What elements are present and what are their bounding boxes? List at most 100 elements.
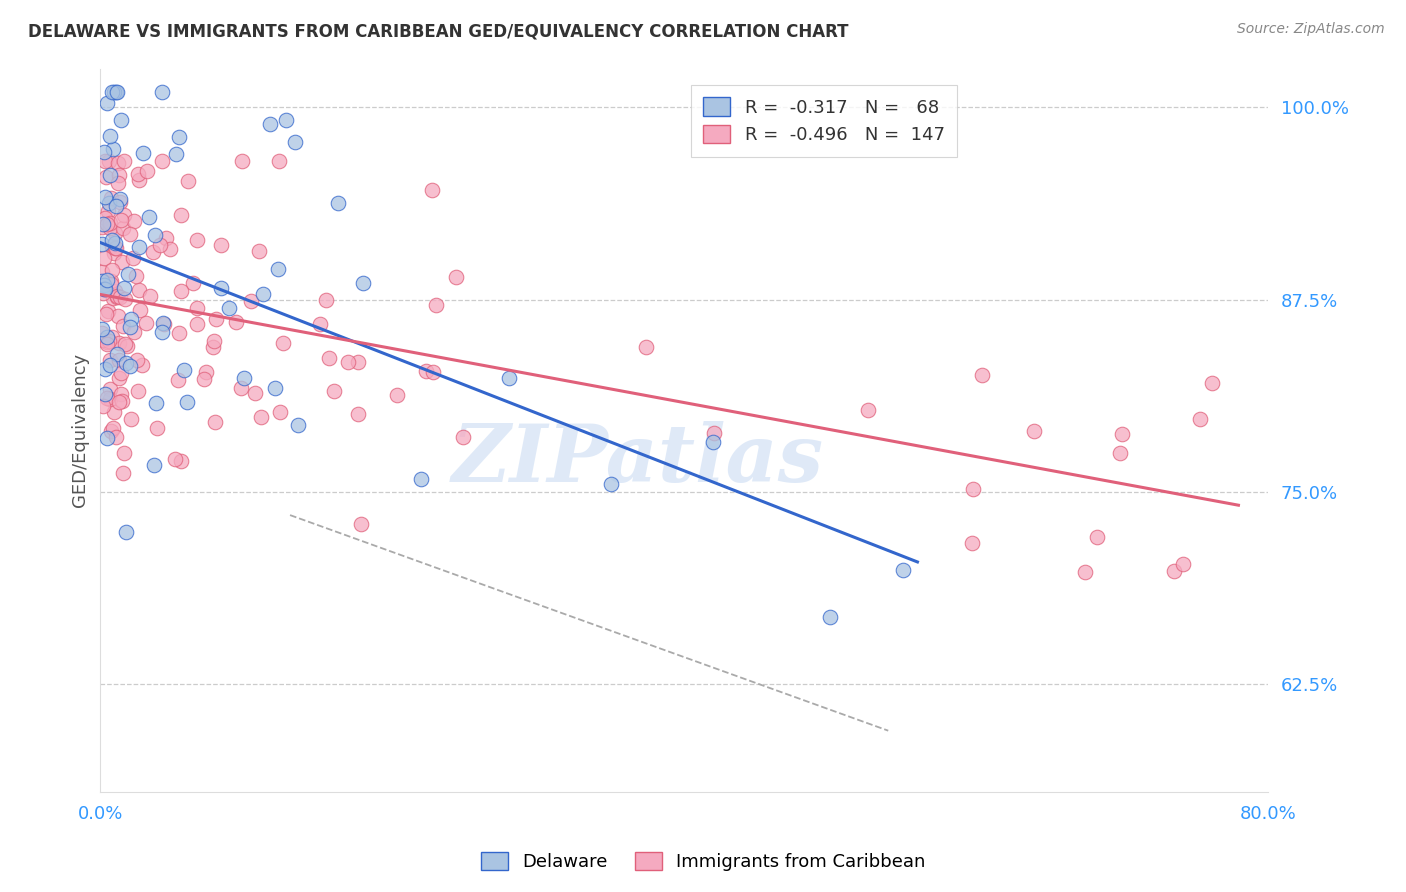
Point — [315, 293, 337, 308]
Point — [326, 195, 349, 210]
Point — [105, 290, 128, 304]
Point — [93, 277, 115, 292]
Point — [90, 274, 112, 288]
Point — [193, 371, 215, 385]
Point — [250, 409, 273, 424]
Point — [94, 211, 117, 225]
Point — [107, 309, 129, 323]
Point — [98, 216, 121, 230]
Point — [114, 337, 136, 351]
Point — [100, 191, 122, 205]
Point — [108, 395, 131, 409]
Point — [110, 112, 132, 127]
Point — [420, 183, 443, 197]
Point — [159, 242, 181, 256]
Point — [96, 273, 118, 287]
Point — [98, 359, 121, 373]
Point — [118, 359, 141, 373]
Point — [107, 168, 129, 182]
Point — [108, 353, 131, 368]
Point — [385, 388, 408, 402]
Point — [132, 146, 155, 161]
Point — [170, 284, 193, 298]
Point — [1022, 424, 1045, 438]
Point — [167, 373, 190, 387]
Point — [209, 237, 232, 252]
Point — [271, 335, 294, 350]
Point — [111, 254, 134, 268]
Point — [105, 85, 128, 99]
Point — [91, 321, 114, 335]
Point — [247, 244, 270, 259]
Point — [115, 339, 138, 353]
Point — [100, 274, 122, 288]
Point — [204, 415, 226, 429]
Point — [415, 364, 437, 378]
Point — [120, 320, 142, 334]
Point — [318, 351, 340, 365]
Point — [91, 334, 114, 348]
Point — [136, 163, 159, 178]
Point — [600, 477, 623, 491]
Point — [186, 301, 208, 315]
Point — [138, 210, 160, 224]
Point — [269, 405, 291, 419]
Point — [128, 240, 150, 254]
Point — [128, 303, 150, 318]
Point — [96, 96, 118, 111]
Point — [422, 364, 444, 378]
Point — [110, 213, 132, 227]
Point — [98, 392, 121, 406]
Point — [110, 366, 132, 380]
Point — [100, 262, 122, 277]
Point — [104, 285, 127, 299]
Point — [225, 315, 247, 329]
Point — [143, 227, 166, 242]
Point — [101, 291, 124, 305]
Point — [142, 458, 165, 472]
Point — [1085, 530, 1108, 544]
Point — [259, 117, 281, 131]
Point — [91, 217, 114, 231]
Point — [276, 112, 298, 127]
Point — [90, 220, 112, 235]
Point — [856, 402, 879, 417]
Point — [308, 317, 330, 331]
Point — [110, 192, 132, 206]
Point — [636, 340, 658, 354]
Point — [209, 281, 232, 295]
Point — [181, 276, 204, 290]
Point — [112, 280, 135, 294]
Point — [1201, 376, 1223, 390]
Point — [104, 241, 127, 255]
Point — [166, 146, 188, 161]
Point — [202, 334, 225, 348]
Point — [98, 168, 121, 182]
Point — [107, 176, 129, 190]
Point — [96, 391, 118, 405]
Legend: R =  -0.317   N =   68, R =  -0.496   N =  147: R = -0.317 N = 68, R = -0.496 N = 147 — [690, 85, 957, 157]
Point — [155, 231, 177, 245]
Point — [114, 292, 136, 306]
Point — [98, 128, 121, 143]
Point — [90, 236, 112, 251]
Point — [101, 421, 124, 435]
Point — [107, 336, 129, 351]
Point — [350, 517, 373, 532]
Point — [103, 245, 125, 260]
Point — [93, 251, 115, 265]
Point — [152, 326, 174, 340]
Point — [96, 307, 118, 321]
Point — [336, 355, 359, 369]
Point — [98, 334, 121, 348]
Point — [93, 145, 115, 160]
Point — [142, 245, 165, 260]
Point — [114, 153, 136, 168]
Point — [98, 353, 121, 368]
Point — [98, 221, 121, 235]
Point — [346, 407, 368, 421]
Point — [128, 173, 150, 187]
Point — [167, 130, 190, 145]
Point — [114, 356, 136, 370]
Point — [1073, 565, 1095, 579]
